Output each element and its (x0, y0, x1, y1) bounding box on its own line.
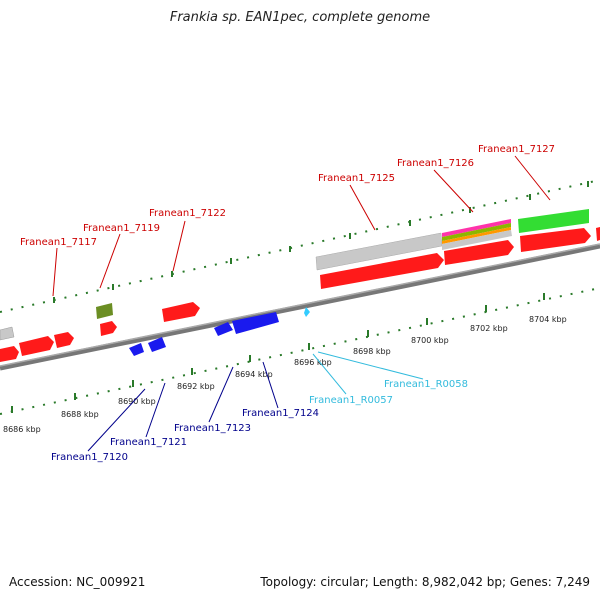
gene-arrow[interactable] (100, 321, 117, 336)
gene-arrow[interactable] (129, 343, 144, 356)
gene-arrow[interactable] (232, 312, 279, 334)
leader-lines (52, 155, 551, 452)
gene-label-7121: Franean1_7121 (110, 437, 187, 448)
genome-backbone (0, 243, 600, 371)
gene-arrow[interactable] (148, 337, 166, 352)
gene-labels: Franean1_7117 Franean1_7119 Franean1_712… (20, 144, 555, 463)
gene-feature-7119[interactable] (96, 303, 113, 319)
tick-label: 8702 kbp (470, 324, 508, 333)
tick-labels: 8686 kbp 8688 kbp 8690 kbp 8692 kbp 8694… (3, 315, 567, 434)
gene-label-7120: Franean1_7120 (51, 452, 128, 463)
rna-feature-r0057[interactable] (304, 307, 310, 317)
major-ticks (11, 293, 545, 413)
gene-feature-7126[interactable] (442, 219, 512, 250)
tick-label: 8686 kbp (3, 425, 41, 434)
accession-label: Accession: NC_009921 (9, 575, 146, 589)
gene-label-7126: Franean1_7126 (397, 158, 474, 169)
gene-arrow[interactable] (214, 322, 233, 336)
gene-arrow[interactable] (54, 332, 74, 348)
genome-title: Frankia sp. EAN1pec, complete genome (169, 10, 431, 25)
gene-label-r0058: Franean1_R0058 (384, 379, 468, 390)
gene-arrow[interactable] (19, 336, 54, 356)
gene-label-7124: Franean1_7124 (242, 408, 319, 419)
gene-arrow[interactable] (444, 240, 514, 265)
tick-label: 8692 kbp (177, 382, 215, 391)
gene-arrow[interactable] (320, 253, 444, 289)
forward-major-ticks (53, 181, 589, 303)
gene-label-7119: Franean1_7119 (83, 223, 160, 234)
gene-label-r0057: Franean1_R0057 (309, 395, 393, 406)
gene-arrow[interactable] (0, 346, 19, 362)
tick-label: 8698 kbp (353, 347, 391, 356)
tick-label: 8700 kbp (411, 336, 449, 345)
gene-label-7117: Franean1_7117 (20, 237, 97, 248)
tick-label: 8690 kbp (118, 397, 156, 406)
gene-label-7123: Franean1_7123 (174, 423, 251, 434)
gene-label-7125: Franean1_7125 (318, 173, 395, 184)
gene-label-7127: Franean1_7127 (478, 144, 555, 155)
tick-label: 8696 kbp (294, 358, 332, 367)
genome-info-label: Topology: circular; Length: 8,982,042 bp… (260, 575, 590, 589)
tick-label: 8694 kbp (235, 370, 273, 379)
tick-label: 8704 kbp (529, 315, 567, 324)
gene-arrow[interactable] (520, 228, 591, 252)
gene-feature-7127[interactable] (518, 209, 589, 233)
gene-arrow[interactable] (162, 302, 200, 322)
tick-label: 8688 kbp (61, 410, 99, 419)
gene-label-7122: Franean1_7122 (149, 208, 226, 219)
gene-arrow[interactable] (0, 326, 15, 341)
gene-arrow[interactable] (596, 227, 600, 241)
